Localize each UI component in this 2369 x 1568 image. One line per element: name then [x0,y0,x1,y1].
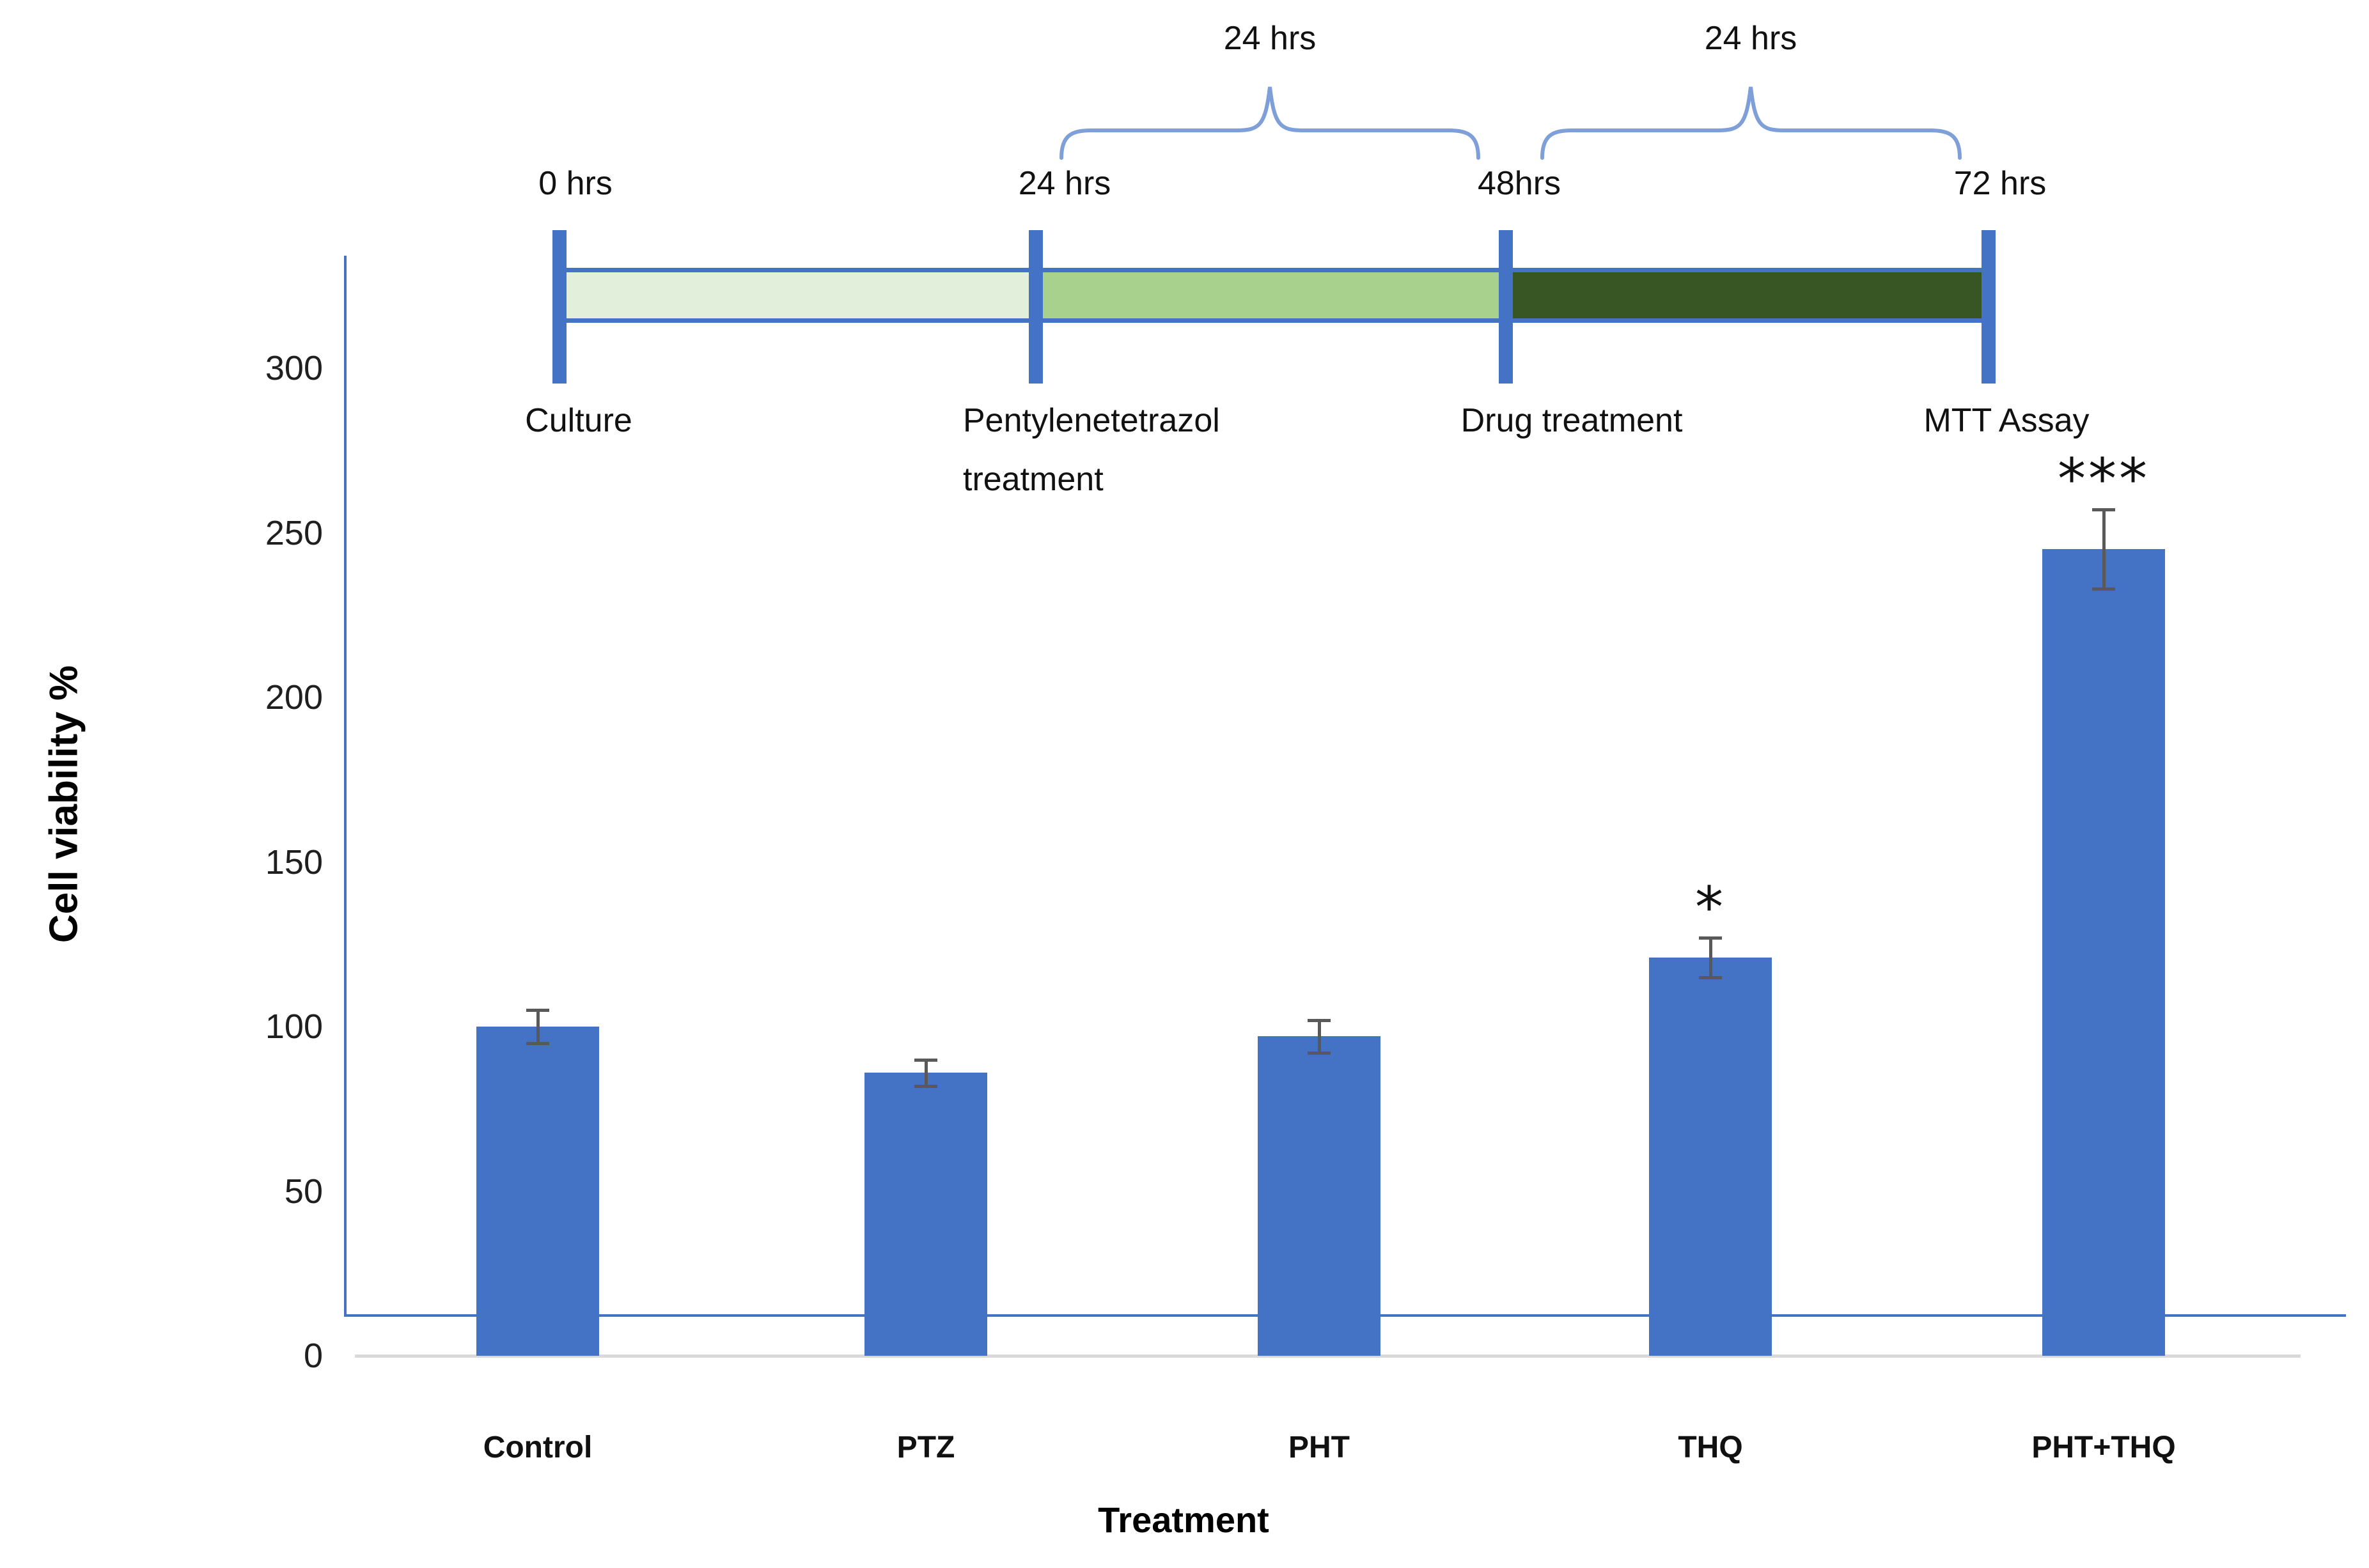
y-tick-label: 50 [284,1172,323,1211]
y-tick-label: 0 [303,1337,323,1375]
error-bar-PHT [1317,1020,1321,1053]
bar-PTZ [864,1073,987,1356]
timeline-time-label: 48hrs [1477,165,1561,202]
timeline-time-label: 72 hrs [1953,165,2047,202]
error-bar-PTZ [914,1084,937,1088]
timeline-event-label: MTT Assay [1923,402,2090,439]
bar-THQ [1649,957,1772,1356]
error-bar-Control [536,1010,540,1043]
error-bar-THQ [1699,936,1722,940]
curly-brace-path [1540,86,1962,160]
timeline-event-label: Pentylenetetrazol treatment [963,402,1220,498]
error-bar-PTZ [924,1059,928,1086]
significance-THQ: * [1695,874,1726,940]
timeline-tick-48hrs [1499,230,1513,384]
curly-brace-path [1059,86,1480,160]
y-tick-label: 250 [265,513,323,552]
bar-PHT [1258,1036,1380,1356]
category-label-PHT: PHT [1288,1431,1350,1464]
bar-PHT+THQ [2042,549,2165,1356]
bar-Control [476,1027,599,1356]
error-bar-Control [526,1009,549,1013]
x-axis-title: Treatment [1098,1500,1269,1540]
brace-duration-label: 24 hrs [1704,20,1797,57]
error-bar-PHT+THQ [2092,587,2115,591]
error-bar-PHT [1308,1052,1331,1055]
timeline-tick-24hrs [1029,230,1043,384]
zero-baseline [355,1355,2301,1358]
timeline-segment-culture-period [559,268,1036,323]
error-bar-Control [526,1041,549,1045]
error-bar-THQ [1699,975,1722,979]
timeline-time-label: 0 hrs [538,165,613,202]
timeline-time-label: 24 hrs [1018,165,1111,202]
error-bar-PHT [1308,1018,1331,1022]
y-tick-label: 300 [265,349,323,387]
timeline-event-label: Culture [525,402,632,439]
error-bar-PHT+THQ [2092,508,2115,512]
significance-PHT+THQ: *** [2058,446,2150,513]
error-bar-PTZ [914,1058,937,1062]
timeline-tick-72hrs [1982,230,1996,384]
error-bar-PHT+THQ [2102,509,2106,589]
timeline-segment-ptz-period [1036,268,1506,323]
error-bar-THQ [1708,937,1712,977]
category-label-PHT+THQ: PHT+THQ [2031,1431,2176,1464]
category-label-THQ: THQ [1678,1431,1743,1464]
timeline-tick-0hrs [552,230,567,384]
brace-duration-label: 24 hrs [1223,20,1317,57]
y-tick-label: 150 [265,842,323,881]
timeline-event-label: Drug treatment [1460,402,1683,439]
y-tick-label: 100 [265,1007,323,1046]
timeline-segment-drug-period [1506,268,1989,323]
category-label-PTZ: PTZ [896,1431,955,1464]
category-label-Control: Control [483,1431,593,1464]
y-tick-label: 200 [265,678,323,717]
y-axis-line [344,256,347,1316]
